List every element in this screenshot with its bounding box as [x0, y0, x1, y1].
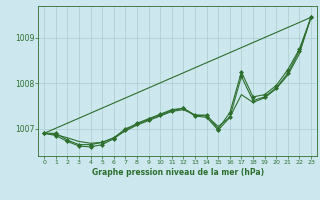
X-axis label: Graphe pression niveau de la mer (hPa): Graphe pression niveau de la mer (hPa) — [92, 168, 264, 177]
